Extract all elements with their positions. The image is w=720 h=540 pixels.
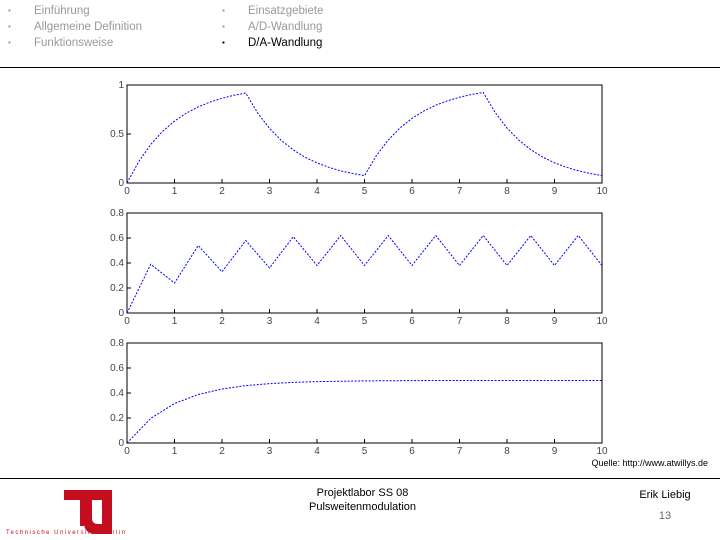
y-tick-label: 0.6: [110, 363, 124, 374]
y-tick-label: 0.8: [110, 208, 124, 219]
nav-item: Einsatzgebiete: [248, 3, 323, 19]
x-tick-label: 9: [552, 186, 558, 197]
y-tick-label: 0.2: [110, 283, 124, 294]
plot-frame: [126, 212, 603, 314]
data-line: [126, 234, 603, 314]
x-tick-label: 10: [596, 316, 608, 327]
x-tick-label: 3: [267, 316, 273, 327]
topic: Pulsweitenmodulation: [308, 501, 416, 513]
x-tick-label: 1: [172, 446, 178, 457]
nav-item: Einführung: [34, 3, 142, 19]
x-tick-label: 2: [219, 316, 225, 327]
y-tick-label: 0: [118, 308, 124, 319]
y-tick-label: 0.8: [110, 338, 124, 349]
nav-right: Einsatzgebiete A/D-Wandlung D/A-Wandlung: [248, 3, 323, 51]
author: Erik Liebig: [639, 489, 691, 501]
footer-center: Projektlabor SS 08 Pulsweitenmodulation: [290, 486, 435, 514]
x-tick-label: 6: [409, 446, 415, 457]
x-tick-label: 0: [124, 316, 130, 327]
y-tick-label: 0.2: [110, 413, 124, 424]
y-tick-label: 0.6: [110, 233, 124, 244]
nav-item-active: D/A-Wandlung: [248, 35, 323, 51]
x-tick-label: 10: [596, 186, 608, 197]
x-tick-label: 6: [409, 186, 415, 197]
x-tick-label: 1: [172, 316, 178, 327]
x-tick-label: 5: [362, 186, 368, 197]
data-line: [126, 91, 603, 184]
y-tick-label: 0: [118, 178, 124, 189]
logo: Technische Universität Berlin: [6, 490, 127, 536]
logo-mark: [64, 490, 112, 534]
plot-frame: [126, 342, 603, 444]
divider: [0, 67, 720, 68]
y-tick-label: 0: [118, 438, 124, 449]
nav-item: Allgemeine Definition: [34, 19, 142, 35]
nav-item: A/D-Wandlung: [248, 19, 323, 35]
x-tick-label: 2: [219, 186, 225, 197]
x-tick-label: 2: [219, 446, 225, 457]
x-tick-label: 4: [314, 186, 320, 197]
y-tick-label: 1: [118, 80, 124, 91]
x-tick-label: 7: [457, 186, 463, 197]
x-tick-label: 4: [314, 316, 320, 327]
plot-frame: [126, 84, 603, 184]
x-tick-label: 1: [172, 186, 178, 197]
x-tick-label: 9: [552, 446, 558, 457]
y-tick-label: 0.4: [110, 258, 124, 269]
x-tick-label: 8: [504, 316, 510, 327]
y-tick-label: 0.5: [110, 129, 124, 140]
source: Quelle: http://www.atwillys.de: [591, 458, 708, 468]
divider: [0, 478, 720, 479]
y-tick-label: 0.4: [110, 388, 124, 399]
nav-item: Funktionsweise: [34, 35, 142, 51]
x-tick-label: 9: [552, 316, 558, 327]
x-tick-label: 4: [314, 446, 320, 457]
x-tick-label: 3: [267, 446, 273, 457]
course: Projektlabor SS 08: [316, 487, 409, 499]
logo-text: Technische Universität Berlin: [6, 530, 127, 536]
x-tick-label: 10: [596, 446, 608, 457]
x-tick-label: 0: [124, 186, 130, 197]
page-number: 13: [658, 510, 672, 522]
x-tick-label: 5: [362, 446, 368, 457]
x-tick-label: 7: [457, 316, 463, 327]
x-tick-label: 6: [409, 316, 415, 327]
x-tick-label: 3: [267, 186, 273, 197]
data-line: [126, 380, 602, 444]
x-tick-label: 8: [504, 186, 510, 197]
x-tick-label: 5: [362, 316, 368, 327]
x-tick-label: 0: [124, 446, 130, 457]
nav-left: Einführung Allgemeine Definition Funktio…: [34, 3, 142, 51]
x-tick-label: 8: [504, 446, 510, 457]
x-tick-label: 7: [457, 446, 463, 457]
